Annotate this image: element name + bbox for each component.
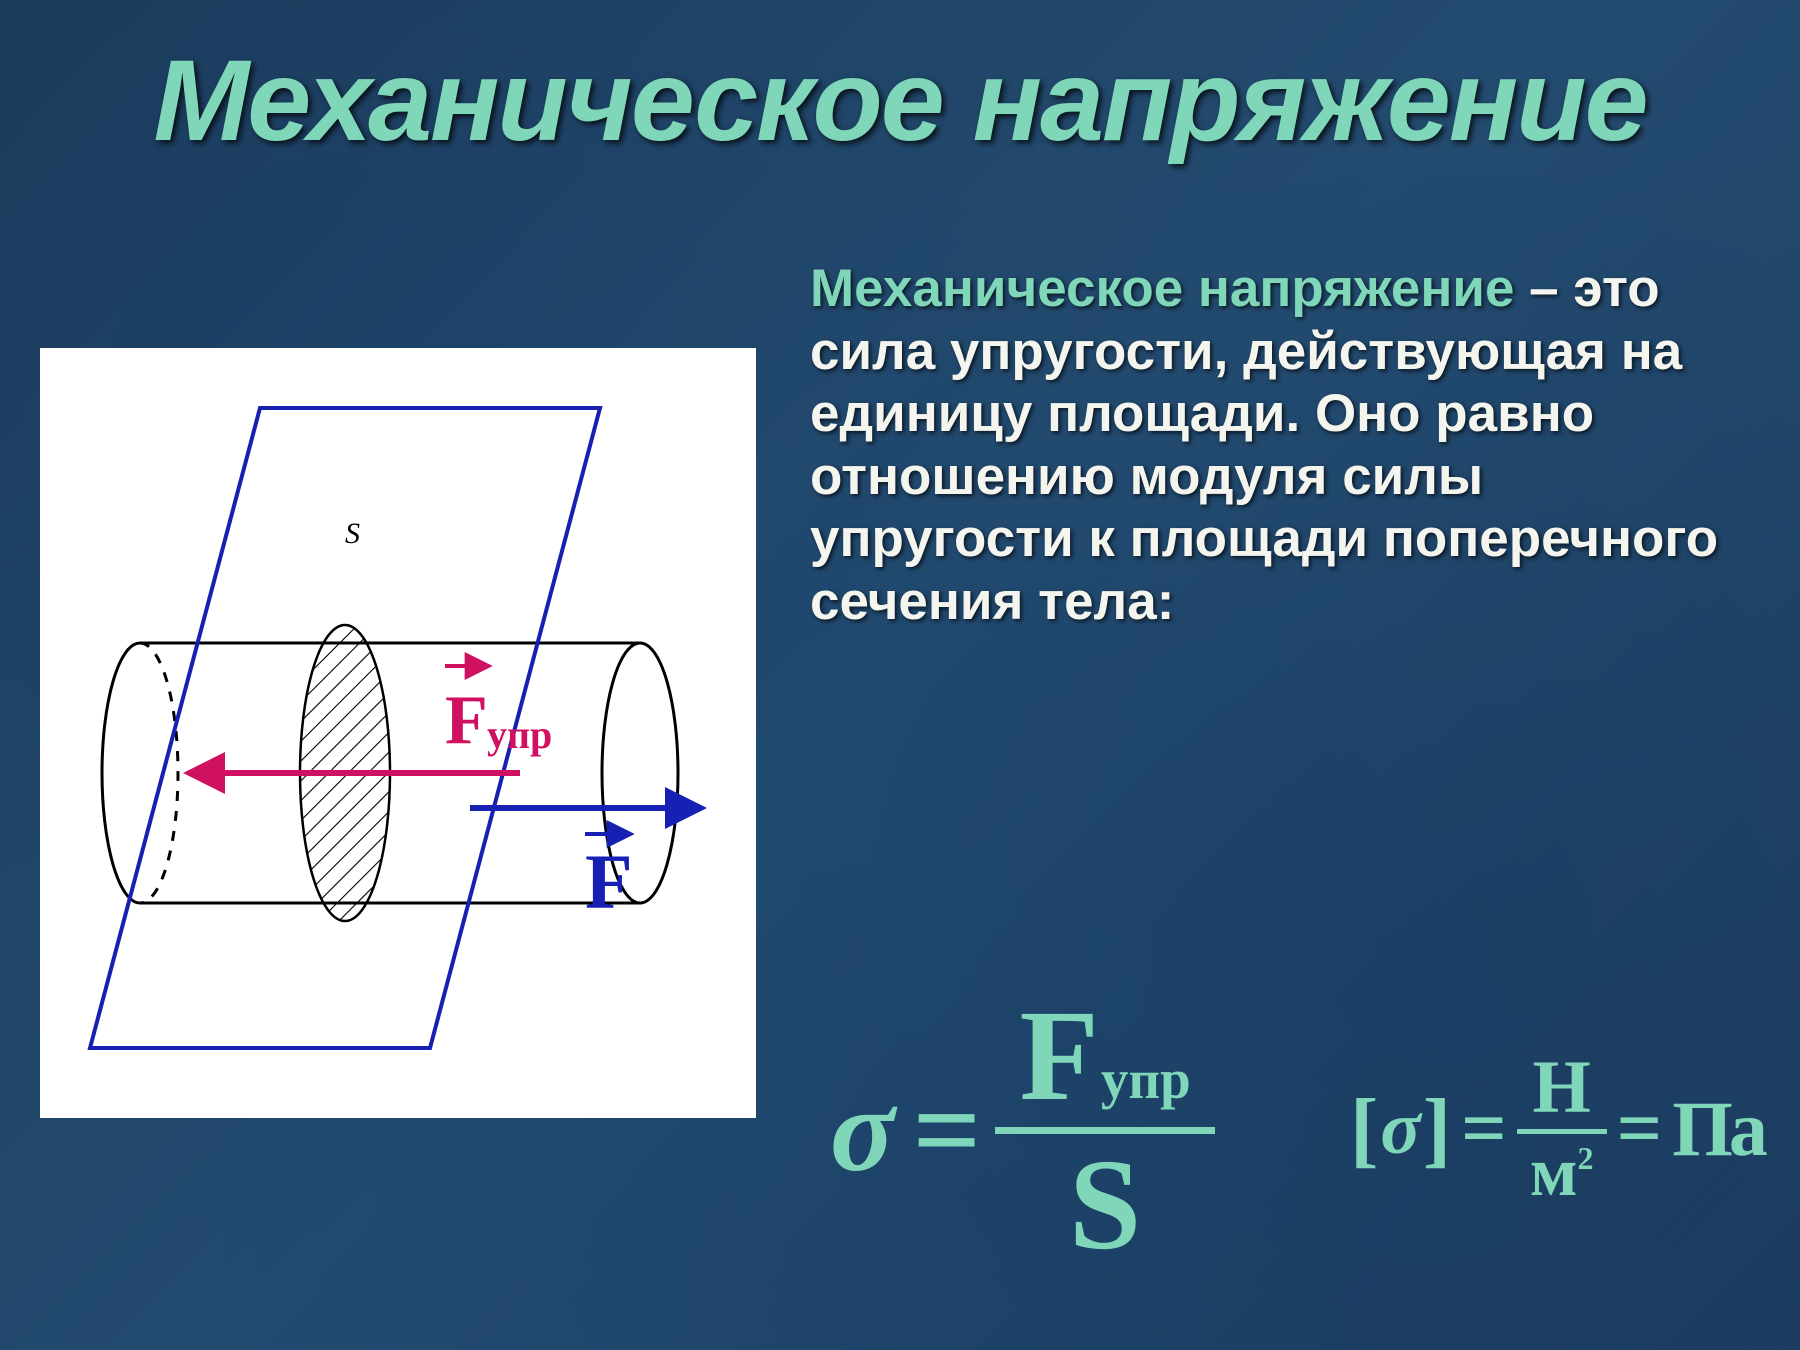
units-numerator: Н <box>1532 1050 1590 1125</box>
units-bracket-l: [ <box>1350 1080 1378 1178</box>
svg-text:упр: упр <box>487 712 552 757</box>
formula-fraction: F упр S <box>995 991 1215 1270</box>
formula-equals: = <box>913 1061 981 1199</box>
formula-F-sub: упр <box>1101 1052 1191 1107</box>
definition-term: Механическое напряжение <box>810 259 1514 318</box>
formula-sigma: σ <box>830 1061 895 1199</box>
formula-numerator: F упр <box>1019 991 1190 1121</box>
units-bracket-r: ] <box>1423 1080 1451 1178</box>
units-den-sup: 2 <box>1578 1142 1594 1174</box>
formula-denominator: S <box>1069 1140 1141 1270</box>
diagram-frame: FупрFS <box>40 348 756 1118</box>
formula-main: σ = F упр S <box>830 980 1215 1280</box>
units-equals-2: = <box>1617 1084 1663 1175</box>
units-equals-1: = <box>1461 1084 1507 1175</box>
cylinder-diagram: FупрFS <box>40 348 756 1118</box>
svg-text:F: F <box>445 682 488 759</box>
units-pascals: Па <box>1672 1084 1764 1174</box>
units-den-base: м <box>1530 1138 1578 1208</box>
definition-dash: – <box>1514 259 1573 318</box>
units-sigma: σ <box>1380 1086 1420 1172</box>
svg-text:F: F <box>585 838 633 925</box>
slide-title: Механическое напряжение <box>0 35 1800 167</box>
units-denominator: м 2 <box>1530 1138 1594 1208</box>
formula-units: [ σ ] = Н м 2 = Па <box>1350 1050 1764 1208</box>
units-fraction: Н м 2 <box>1517 1050 1607 1208</box>
slide: Механическое напряжение Механическое нап… <box>0 0 1800 1350</box>
formula-F: F <box>1019 991 1098 1121</box>
svg-text:S: S <box>345 517 360 550</box>
definition-block: Механическое напряжение – это сила упруг… <box>810 258 1740 633</box>
